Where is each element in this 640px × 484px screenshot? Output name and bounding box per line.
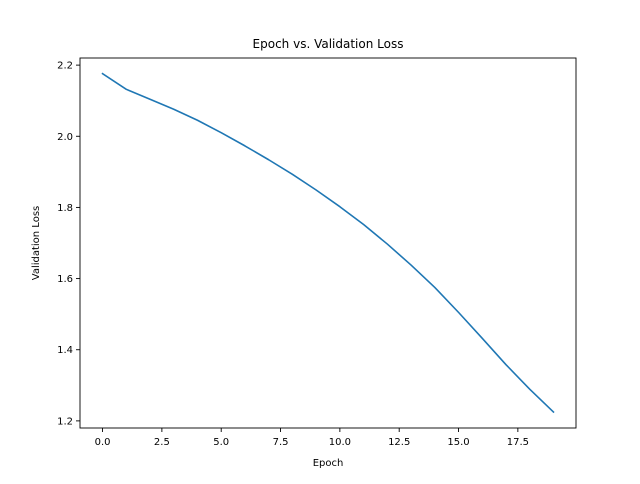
y-axis-label: Validation Loss (31, 206, 42, 281)
x-tick-label: 10.0 (329, 437, 351, 448)
x-tick-label: 12.5 (388, 437, 410, 448)
y-tick-label: 1.2 (57, 416, 73, 427)
x-tick-label: 15.0 (447, 437, 469, 448)
y-tick-label: 1.4 (57, 345, 73, 356)
x-tick-label: 2.5 (154, 437, 170, 448)
y-tick-label: 2.0 (57, 132, 73, 143)
y-tick-label: 2.2 (57, 61, 73, 72)
series-line-0 (101, 72, 555, 414)
x-axis-ticks: 0.0 2.5 5.0 7.5 10.0 12.5 15.0 17.5 (95, 428, 529, 448)
x-tick-label: 0.0 (95, 437, 111, 448)
x-tick-label: 17.5 (507, 437, 529, 448)
x-axis-label: Epoch (313, 458, 344, 469)
y-tick-label: 1.8 (57, 203, 73, 214)
series-layer (101, 72, 555, 414)
y-axis-ticks: 1.2 1.4 1.6 1.8 2.0 2.2 (57, 61, 80, 427)
y-tick-label: 1.6 (57, 274, 73, 285)
plot-area-frame (79, 57, 577, 429)
x-tick-label: 7.5 (273, 437, 289, 448)
chart-title: Epoch vs. Validation Loss (253, 37, 404, 51)
x-tick-label: 5.0 (213, 437, 229, 448)
